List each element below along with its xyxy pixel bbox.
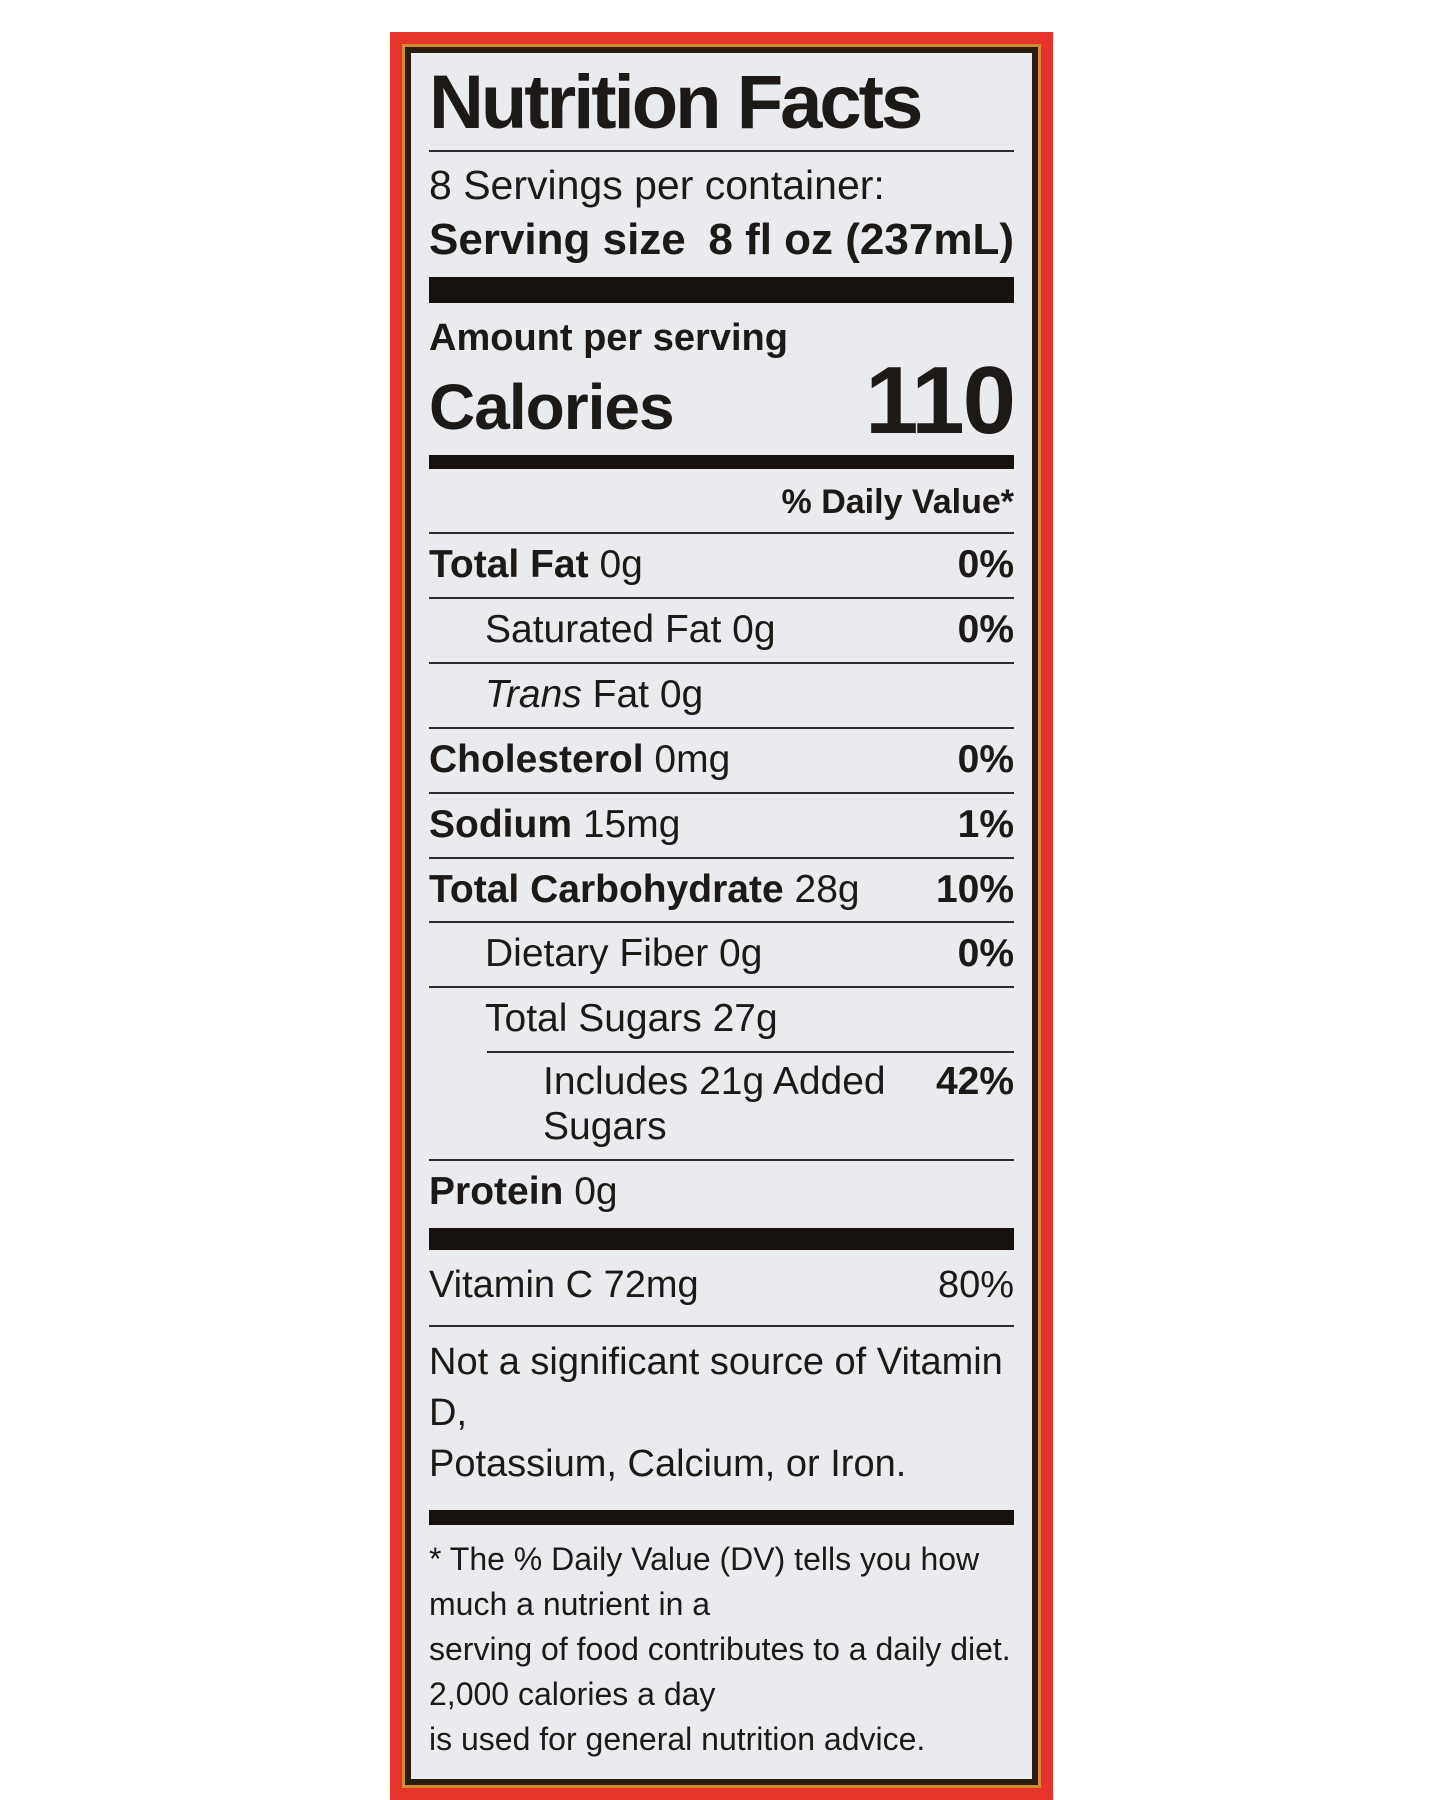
nutrient-row-dietary-fiber: Dietary Fiber 0g 0% bbox=[429, 921, 1014, 986]
nutrient-rows: Total Fat 0g 0% Saturated Fat 0g 0% Tran… bbox=[429, 532, 1014, 1223]
daily-value-header: % Daily Value* bbox=[781, 483, 1014, 522]
vitamin-name: Vitamin C 72mg bbox=[429, 1263, 699, 1306]
nutrition-facts-label: Nutrition Facts 8 Servings per container… bbox=[405, 47, 1038, 1786]
nutrient-name: Total Fat 0g bbox=[429, 543, 643, 587]
nutrition-facts-title: Nutrition Facts bbox=[429, 60, 923, 145]
vitamin-c-row: Vitamin C 72mg 80% bbox=[427, 1250, 1016, 1319]
nutrient-row-trans-fat: Trans Fat 0g bbox=[429, 661, 1014, 727]
servings-per-container: 8 Servings per container: bbox=[429, 161, 885, 208]
nutrient-row-sodium: Sodium 15mg 1% bbox=[429, 791, 1014, 857]
calories-label: Calories bbox=[429, 371, 675, 444]
footnote-line: * The % Daily Value (DV) tells you how m… bbox=[429, 1541, 980, 1623]
nutrient-row-cholesterol: Cholesterol 0mg 0% bbox=[429, 726, 1014, 792]
footnote-line: serving of food contributes to a daily d… bbox=[429, 1631, 1011, 1712]
nutrient-name: Total Sugars 27g bbox=[485, 997, 778, 1041]
not-significant-line: Not a significant source of Vitamin D, bbox=[429, 1340, 1003, 1434]
nutrient-name: Cholesterol 0mg bbox=[429, 737, 731, 781]
section-bar bbox=[429, 455, 1014, 470]
serving-size-value: 8 fl oz (237mL) bbox=[708, 214, 1014, 264]
serving-size-label: Serving size bbox=[429, 214, 686, 264]
divider bbox=[429, 1324, 1014, 1327]
nutrient-name: Trans Fat 0g bbox=[485, 672, 704, 716]
calories-row: Calories 110 bbox=[427, 346, 1016, 454]
footnote-line: is used for general nutrition advice. bbox=[429, 1720, 926, 1757]
not-significant-line: Potassium, Calcium, or Iron. bbox=[429, 1443, 907, 1486]
nutrient-name: Sodium 15mg bbox=[429, 802, 681, 846]
serving-size-row: Serving size 8 fl oz (237mL) bbox=[427, 211, 1016, 277]
nutrient-row-protein: Protein 0g bbox=[429, 1158, 1014, 1224]
nutrient-name: Saturated Fat 0g bbox=[485, 608, 776, 652]
nutrient-row-total-fat: Total Fat 0g 0% bbox=[429, 532, 1014, 597]
nutrient-dv: 0% bbox=[957, 543, 1014, 587]
nutrient-row-total-carbohydrate: Total Carbohydrate 28g 10% bbox=[429, 856, 1014, 922]
nutrient-name: Total Carbohydrate 28g bbox=[429, 867, 860, 911]
nutrient-dv: 10% bbox=[935, 867, 1014, 911]
nutrient-dv: 0% bbox=[957, 608, 1014, 652]
nutrient-row-saturated-fat: Saturated Fat 0g 0% bbox=[429, 597, 1014, 662]
daily-value-footnote: * The % Daily Value (DV) tells you how m… bbox=[427, 1525, 1016, 1765]
calories-value: 110 bbox=[865, 346, 1016, 454]
vitamin-dv: 80% bbox=[937, 1263, 1014, 1306]
nutrient-name: Dietary Fiber 0g bbox=[485, 932, 763, 976]
nutrient-dv: 42% bbox=[935, 1060, 1014, 1104]
amount-per-serving: Amount per serving bbox=[429, 316, 788, 359]
nutrient-dv: 1% bbox=[957, 802, 1014, 846]
not-significant-note: Not a significant source of Vitamin D, P… bbox=[427, 1327, 1016, 1505]
nutrient-row-added-sugars: Includes 21g Added Sugars 42% bbox=[429, 1051, 1014, 1159]
nutrient-dv: 0% bbox=[957, 737, 1014, 781]
nutrient-name: Protein 0g bbox=[429, 1169, 618, 1213]
section-bar bbox=[429, 276, 1014, 303]
gold-frame: Nutrition Facts 8 Servings per container… bbox=[402, 44, 1041, 1789]
nutrient-dv: 0% bbox=[957, 932, 1014, 976]
product-packaging: Nutrition Facts 8 Servings per container… bbox=[390, 32, 1053, 1800]
section-bar bbox=[429, 1510, 1014, 1526]
section-bar bbox=[429, 1227, 1014, 1250]
nutrient-name: Includes 21g Added Sugars bbox=[543, 1060, 886, 1148]
divider bbox=[429, 149, 1014, 152]
nutrient-row-total-sugars: Total Sugars 27g bbox=[429, 986, 1014, 1051]
